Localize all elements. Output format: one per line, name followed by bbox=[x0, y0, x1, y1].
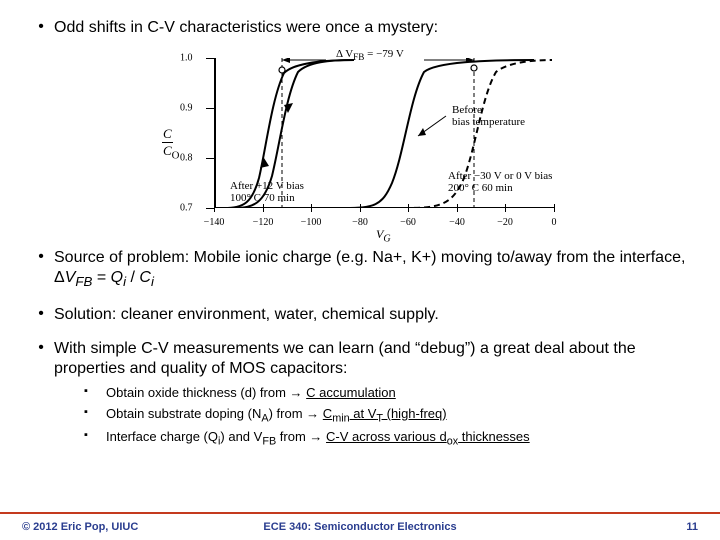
y-axis-label: C CO bbox=[162, 126, 181, 162]
square-marker: ▪ bbox=[84, 385, 106, 397]
bullet-marker: • bbox=[28, 18, 54, 36]
annot-after12: After +12 V bias 100° C 70 min bbox=[230, 180, 304, 204]
xlab: −80 bbox=[352, 217, 368, 228]
s1dmin: min bbox=[332, 412, 349, 424]
s2f: thicknesses bbox=[458, 429, 530, 444]
s2d: → bbox=[309, 429, 326, 444]
sub-0-text: Obtain oxide thickness (d) from → C accu… bbox=[106, 385, 396, 402]
b1-q: Q bbox=[111, 269, 123, 286]
cv-figure: C CO VG 1.0 0.9 0.8 0.7 −140 −120 −100 −… bbox=[160, 52, 560, 232]
ytick bbox=[206, 58, 214, 59]
xlab: −60 bbox=[400, 217, 416, 228]
x-axis-label: VG bbox=[376, 227, 391, 244]
s1d: C bbox=[323, 406, 332, 421]
square-marker: ▪ bbox=[84, 406, 106, 418]
s2b: ) and V bbox=[220, 429, 262, 444]
xtick bbox=[554, 204, 555, 212]
delta-text: Δ V bbox=[336, 48, 353, 60]
bullet-3: • With simple C-V measurements we can le… bbox=[28, 339, 692, 379]
ylab: 0.8 bbox=[180, 153, 193, 164]
ytick bbox=[206, 158, 214, 159]
s0a: Obtain oxide thickness (d) from bbox=[106, 385, 290, 400]
annot-before: Before bias temperature bbox=[452, 104, 525, 128]
xlab: −40 bbox=[449, 217, 465, 228]
bullet-marker: • bbox=[28, 248, 54, 266]
xlab: −20 bbox=[497, 217, 513, 228]
xlab: −120 bbox=[253, 217, 274, 228]
footer: © 2012 Eric Pop, UIUC ECE 340: Semicondu… bbox=[0, 512, 720, 540]
ylab: 0.9 bbox=[180, 103, 193, 114]
sub-1-text: Obtain substrate doping (NA) from → Cmin… bbox=[106, 406, 447, 426]
delta-vfb-label: Δ VFB = −79 V bbox=[336, 48, 404, 62]
xlab: 0 bbox=[552, 217, 557, 228]
s1b: ) from bbox=[269, 406, 307, 421]
ytick bbox=[206, 108, 214, 109]
delta-sub: FB bbox=[353, 52, 364, 62]
s2fb: FB bbox=[262, 436, 276, 448]
delta-val: = −79 V bbox=[364, 48, 403, 60]
s1a: Obtain substrate doping (N bbox=[106, 406, 261, 421]
s1f: (high-freq) bbox=[383, 406, 447, 421]
square-marker: ▪ bbox=[84, 429, 106, 441]
bullet-0: • Odd shifts in C-V characteristics were… bbox=[28, 18, 692, 38]
sub-1: ▪ Obtain substrate doping (NA) from → Cm… bbox=[84, 406, 692, 426]
s1c: → bbox=[306, 406, 323, 421]
s1sub: A bbox=[261, 412, 268, 424]
xlab: −100 bbox=[301, 217, 322, 228]
s0b: → bbox=[290, 385, 307, 400]
b1-mid: = bbox=[92, 269, 110, 286]
b1-v: V bbox=[65, 269, 76, 286]
sub-2-text: Interface charge (Qi) and VFB from → C-V… bbox=[106, 429, 530, 449]
annot-after30: After −30 V or 0 V bias 200° C 60 min bbox=[448, 170, 552, 194]
b1-c: C bbox=[139, 269, 151, 286]
bullet-1: • Source of problem: Mobile ionic charge… bbox=[28, 248, 692, 291]
xlab: −140 bbox=[204, 217, 225, 228]
s2ox: ox bbox=[447, 436, 458, 448]
b1-fb: FB bbox=[75, 274, 92, 289]
s2c: from bbox=[276, 429, 309, 444]
footer-right: 11 bbox=[686, 521, 698, 533]
bullet-3-text: With simple C-V measurements we can lear… bbox=[54, 339, 692, 379]
footer-left: © 2012 Eric Pop, UIUC bbox=[22, 521, 138, 533]
footer-center: ECE 340: Semiconductor Electronics bbox=[263, 521, 456, 533]
ytick bbox=[206, 208, 214, 209]
b1-slash: / bbox=[126, 269, 139, 286]
bullet-marker: • bbox=[28, 305, 54, 323]
s2a: Interface charge (Q bbox=[106, 429, 218, 444]
s0c: C accumulation bbox=[306, 385, 396, 400]
b1-i2: i bbox=[151, 274, 154, 289]
s2e: C-V across various d bbox=[326, 429, 447, 444]
sub-0: ▪ Obtain oxide thickness (d) from → C ac… bbox=[84, 385, 692, 402]
bullet-0-text: Odd shifts in C-V characteristics were o… bbox=[54, 18, 438, 38]
bullet-2: • Solution: cleaner environment, water, … bbox=[28, 305, 692, 325]
ylab: 0.7 bbox=[180, 203, 193, 214]
ylab: 1.0 bbox=[180, 53, 193, 64]
bullet-marker: • bbox=[28, 339, 54, 357]
bullet-1-text: Source of problem: Mobile ionic charge (… bbox=[54, 248, 692, 291]
bullet-2-text: Solution: cleaner environment, water, ch… bbox=[54, 305, 439, 325]
x-axis-label-sub: G bbox=[383, 233, 390, 244]
sub-2: ▪ Interface charge (Qi) and VFB from → C… bbox=[84, 429, 692, 449]
slide: • Odd shifts in C-V characteristics were… bbox=[0, 0, 720, 540]
figure-wrap: C CO VG 1.0 0.9 0.8 0.7 −140 −120 −100 −… bbox=[28, 52, 692, 232]
s1e: at V bbox=[350, 406, 377, 421]
